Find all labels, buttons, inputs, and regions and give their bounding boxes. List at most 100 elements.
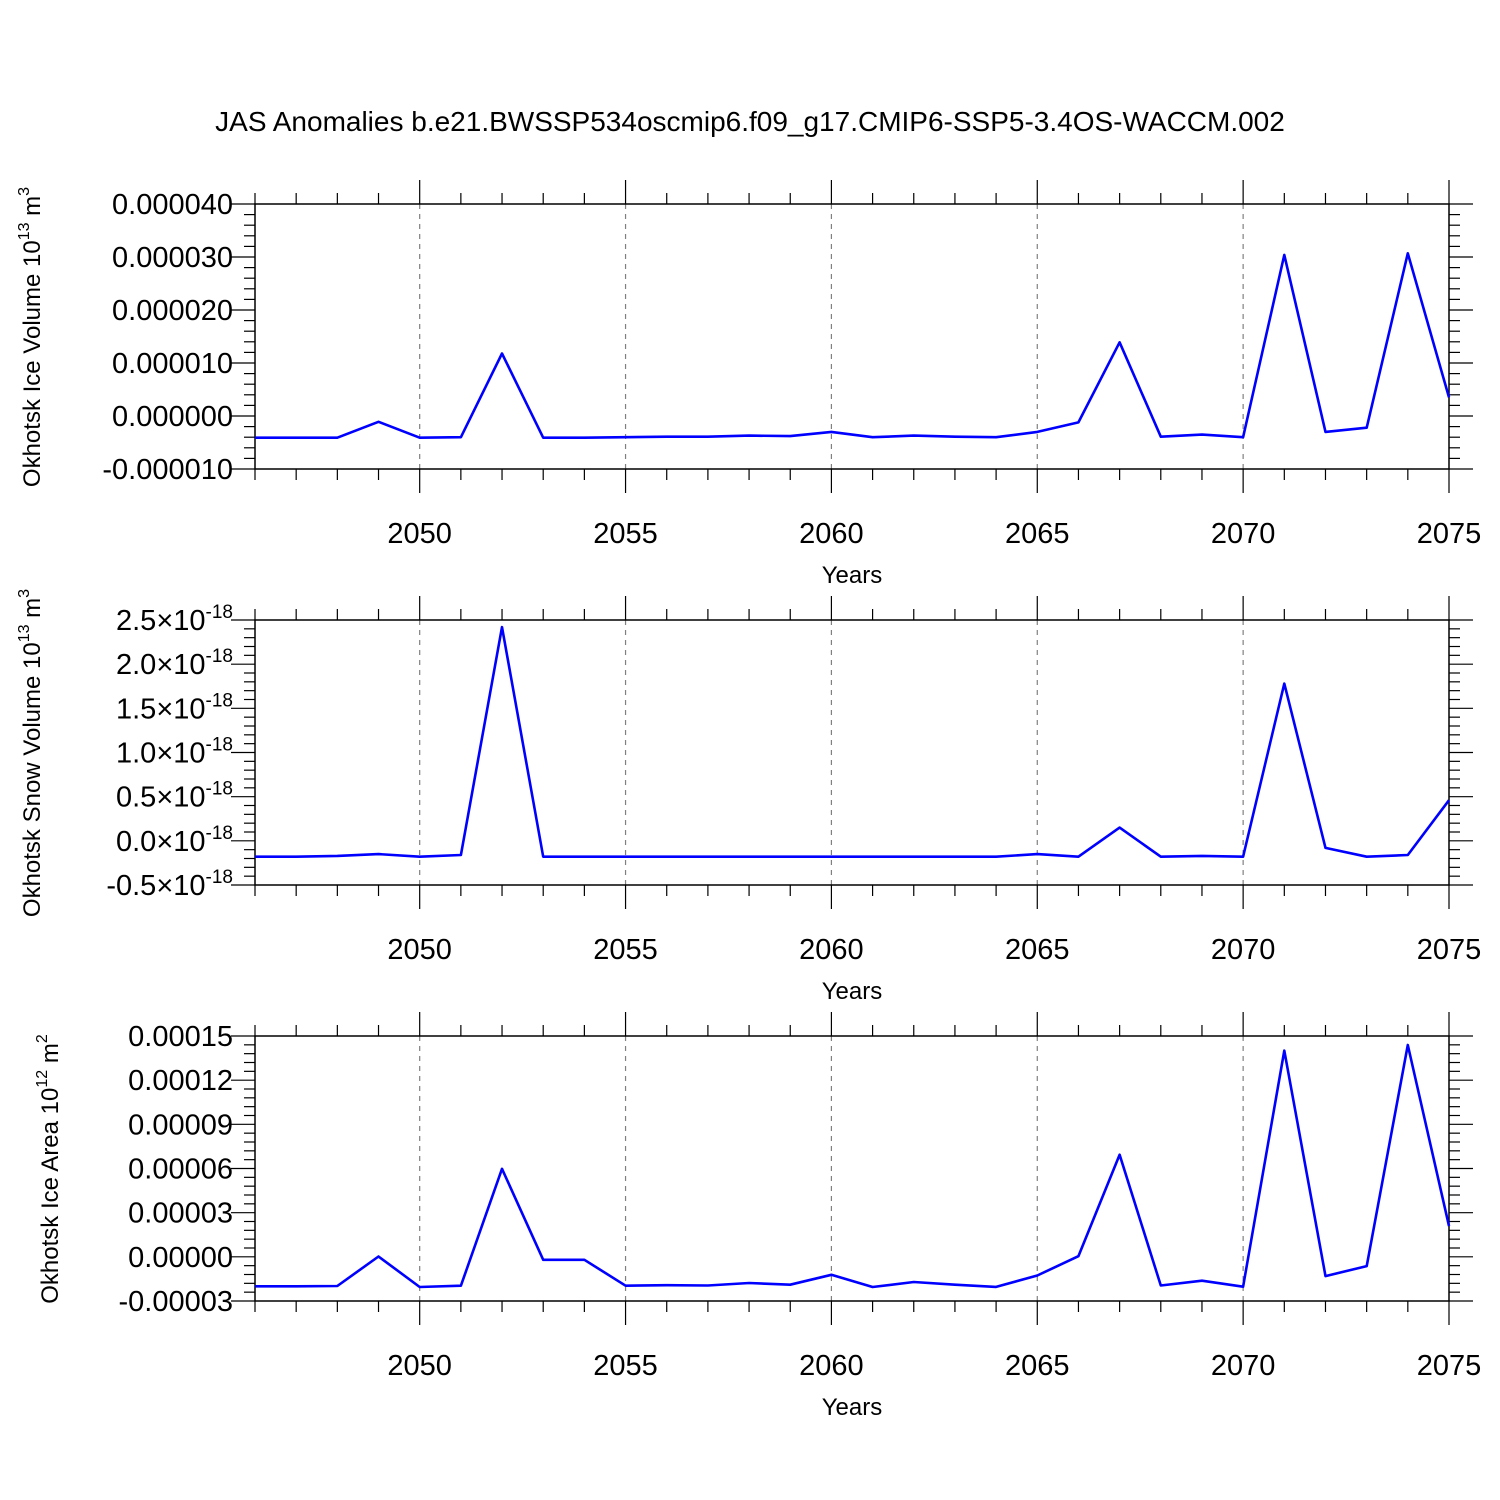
x-tick-label: 2060 [799, 934, 864, 966]
y-axis-label: Okhotsk Snow Volume 1013 m3 [16, 589, 46, 917]
y-tick-label: 0.000000 [112, 401, 233, 433]
y-axis-label-unit-exp: 3 [16, 589, 33, 598]
y-tick-multiplier: ×10 [156, 649, 205, 681]
y-tick-exponent: -18 [206, 690, 233, 711]
x-axis-label: Years [822, 1394, 883, 1421]
y-tick-label: 2.0×10-18 [116, 646, 233, 681]
y-tick-multiplier: ×10 [156, 826, 205, 858]
y-axis-label-unit: m [19, 196, 46, 223]
y-axis-label-main: Okhotsk Ice Area 10 [37, 1088, 64, 1304]
panel-1: 2050 2055 2060 2065 2070 2075 Years -0.000010 0.… [16, 180, 1481, 589]
y-tick-value: 1.5 [116, 693, 156, 725]
x-tick-label: 2070 [1211, 934, 1276, 966]
y-tick-label: 1.5×10-18 [116, 690, 233, 725]
y-axis-label-main: Okhotsk Snow Volume 10 [19, 642, 46, 917]
y-tick-value: 1.0 [116, 738, 156, 770]
y-tick-exponent: -18 [206, 867, 233, 888]
y-tick-exponent: -18 [206, 646, 233, 667]
y-tick-label: 0.00000 [128, 1242, 233, 1274]
y-tick-value: 0.0 [116, 826, 156, 858]
x-tick-label: 2070 [1211, 518, 1276, 550]
y-axis-label-exp: 12 [34, 1070, 51, 1088]
y-tick-label: 0.5×10-18 [116, 779, 233, 814]
y-axis-label-unit-exp: 2 [34, 1034, 51, 1043]
y-tick-value: -0.000010 [102, 454, 233, 486]
x-tick-label: 2055 [593, 1350, 658, 1382]
y-tick-multiplier: ×10 [156, 782, 205, 814]
y-tick-label: 1.0×10-18 [116, 735, 233, 770]
y-tick-value: 0.000000 [112, 401, 233, 433]
y-tick-label: 0.000040 [112, 189, 233, 221]
y-tick-label: 0.00006 [128, 1154, 233, 1186]
y-axis-label-unit-exp: 3 [16, 187, 33, 196]
y-tick-label: 0.00012 [128, 1065, 233, 1097]
y-tick-label: 0.00009 [128, 1109, 233, 1141]
y-tick-multiplier: ×10 [156, 870, 205, 902]
x-tick-label: 2060 [799, 518, 864, 550]
x-tick-label: 2050 [387, 1350, 452, 1382]
y-tick-label: 0.00003 [128, 1198, 233, 1230]
y-tick-value: 2.5 [116, 605, 156, 637]
y-tick-value: 0.00003 [128, 1198, 233, 1230]
panels: 2050 2055 2060 2065 2070 2075 Years -0.000010 0.… [16, 180, 1481, 1421]
y-tick-exponent: -18 [206, 823, 233, 844]
y-tick-exponent: -18 [206, 735, 233, 756]
y-tick-label: 0.000030 [112, 242, 233, 274]
y-tick-value: 0.000040 [112, 189, 233, 221]
y-axis-label-exp: 13 [16, 624, 33, 642]
y-tick-value: 0.000030 [112, 242, 233, 274]
x-axis-label: Years [822, 562, 883, 589]
x-tick-label: 2055 [593, 518, 658, 550]
x-tick-label: 2050 [387, 518, 452, 550]
y-tick-value: 0.00006 [128, 1154, 233, 1186]
y-tick-label: 0.000010 [112, 348, 233, 380]
y-tick-label: -0.000010 [102, 454, 233, 486]
x-tick-label: 2050 [387, 934, 452, 966]
x-tick-label: 2075 [1417, 518, 1482, 550]
y-tick-label: 0.0×10-18 [116, 823, 233, 858]
x-tick-label: 2065 [1005, 1350, 1070, 1382]
y-tick-label: 2.5×10-18 [116, 602, 233, 637]
y-tick-value: 0.00015 [128, 1021, 233, 1053]
y-tick-multiplier: ×10 [156, 605, 205, 637]
y-tick-value: -0.5 [106, 870, 156, 902]
x-tick-label: 2060 [799, 1350, 864, 1382]
y-axis-label: Okhotsk Ice Volume 1013 m3 [16, 187, 46, 487]
x-tick-label: 2055 [593, 934, 658, 966]
x-tick-label: 2075 [1417, 1350, 1482, 1382]
y-tick-value: 2.0 [116, 649, 156, 681]
series-line [255, 625, 1451, 859]
y-axis-label: Okhotsk Ice Area 1012 m2 [34, 1034, 64, 1304]
y-tick-value: 0.5 [116, 782, 156, 814]
y-axis-label-unit: m [19, 598, 46, 625]
plot-frame [254, 203, 1450, 470]
y-axis-label-unit: m [37, 1043, 64, 1070]
y-tick-exponent: -18 [206, 602, 233, 623]
y-axis-label-exp: 13 [16, 222, 33, 240]
x-axis-label: Years [822, 978, 883, 1005]
series-line [255, 252, 1451, 440]
y-axis-label-main: Okhotsk Ice Volume 10 [19, 240, 46, 487]
y-tick-label: 0.00015 [128, 1021, 233, 1053]
x-tick-label: 2070 [1211, 1350, 1276, 1382]
y-tick-value: 0.00000 [128, 1242, 233, 1274]
x-tick-label: 2075 [1417, 934, 1482, 966]
y-tick-exponent: -18 [206, 779, 233, 800]
y-tick-value: -0.00003 [119, 1286, 234, 1318]
y-tick-value: 0.000020 [112, 295, 233, 327]
y-tick-value: 0.000010 [112, 348, 233, 380]
y-tick-multiplier: ×10 [156, 738, 205, 770]
panel-2: 2050 2055 2060 2065 2070 2075Years-0.5×10-180… [16, 589, 1481, 1005]
chart-title: JAS Anomalies b.e21.BWSSP534oscmip6.f09_… [215, 106, 1285, 137]
y-tick-multiplier: ×10 [156, 693, 205, 725]
y-tick-label: -0.5×10-18 [106, 867, 233, 902]
y-tick-value: 0.00009 [128, 1109, 233, 1141]
x-tick-label: 2065 [1005, 518, 1070, 550]
y-tick-label: 0.000020 [112, 295, 233, 327]
panel-3: 2050 2055 2060 2065 2070 2075 Years -0.00003 0.0… [34, 1012, 1481, 1421]
y-tick-value: 0.00012 [128, 1065, 233, 1097]
y-tick-label: -0.00003 [119, 1286, 234, 1318]
x-tick-label: 2065 [1005, 934, 1070, 966]
series-line [255, 1043, 1451, 1289]
